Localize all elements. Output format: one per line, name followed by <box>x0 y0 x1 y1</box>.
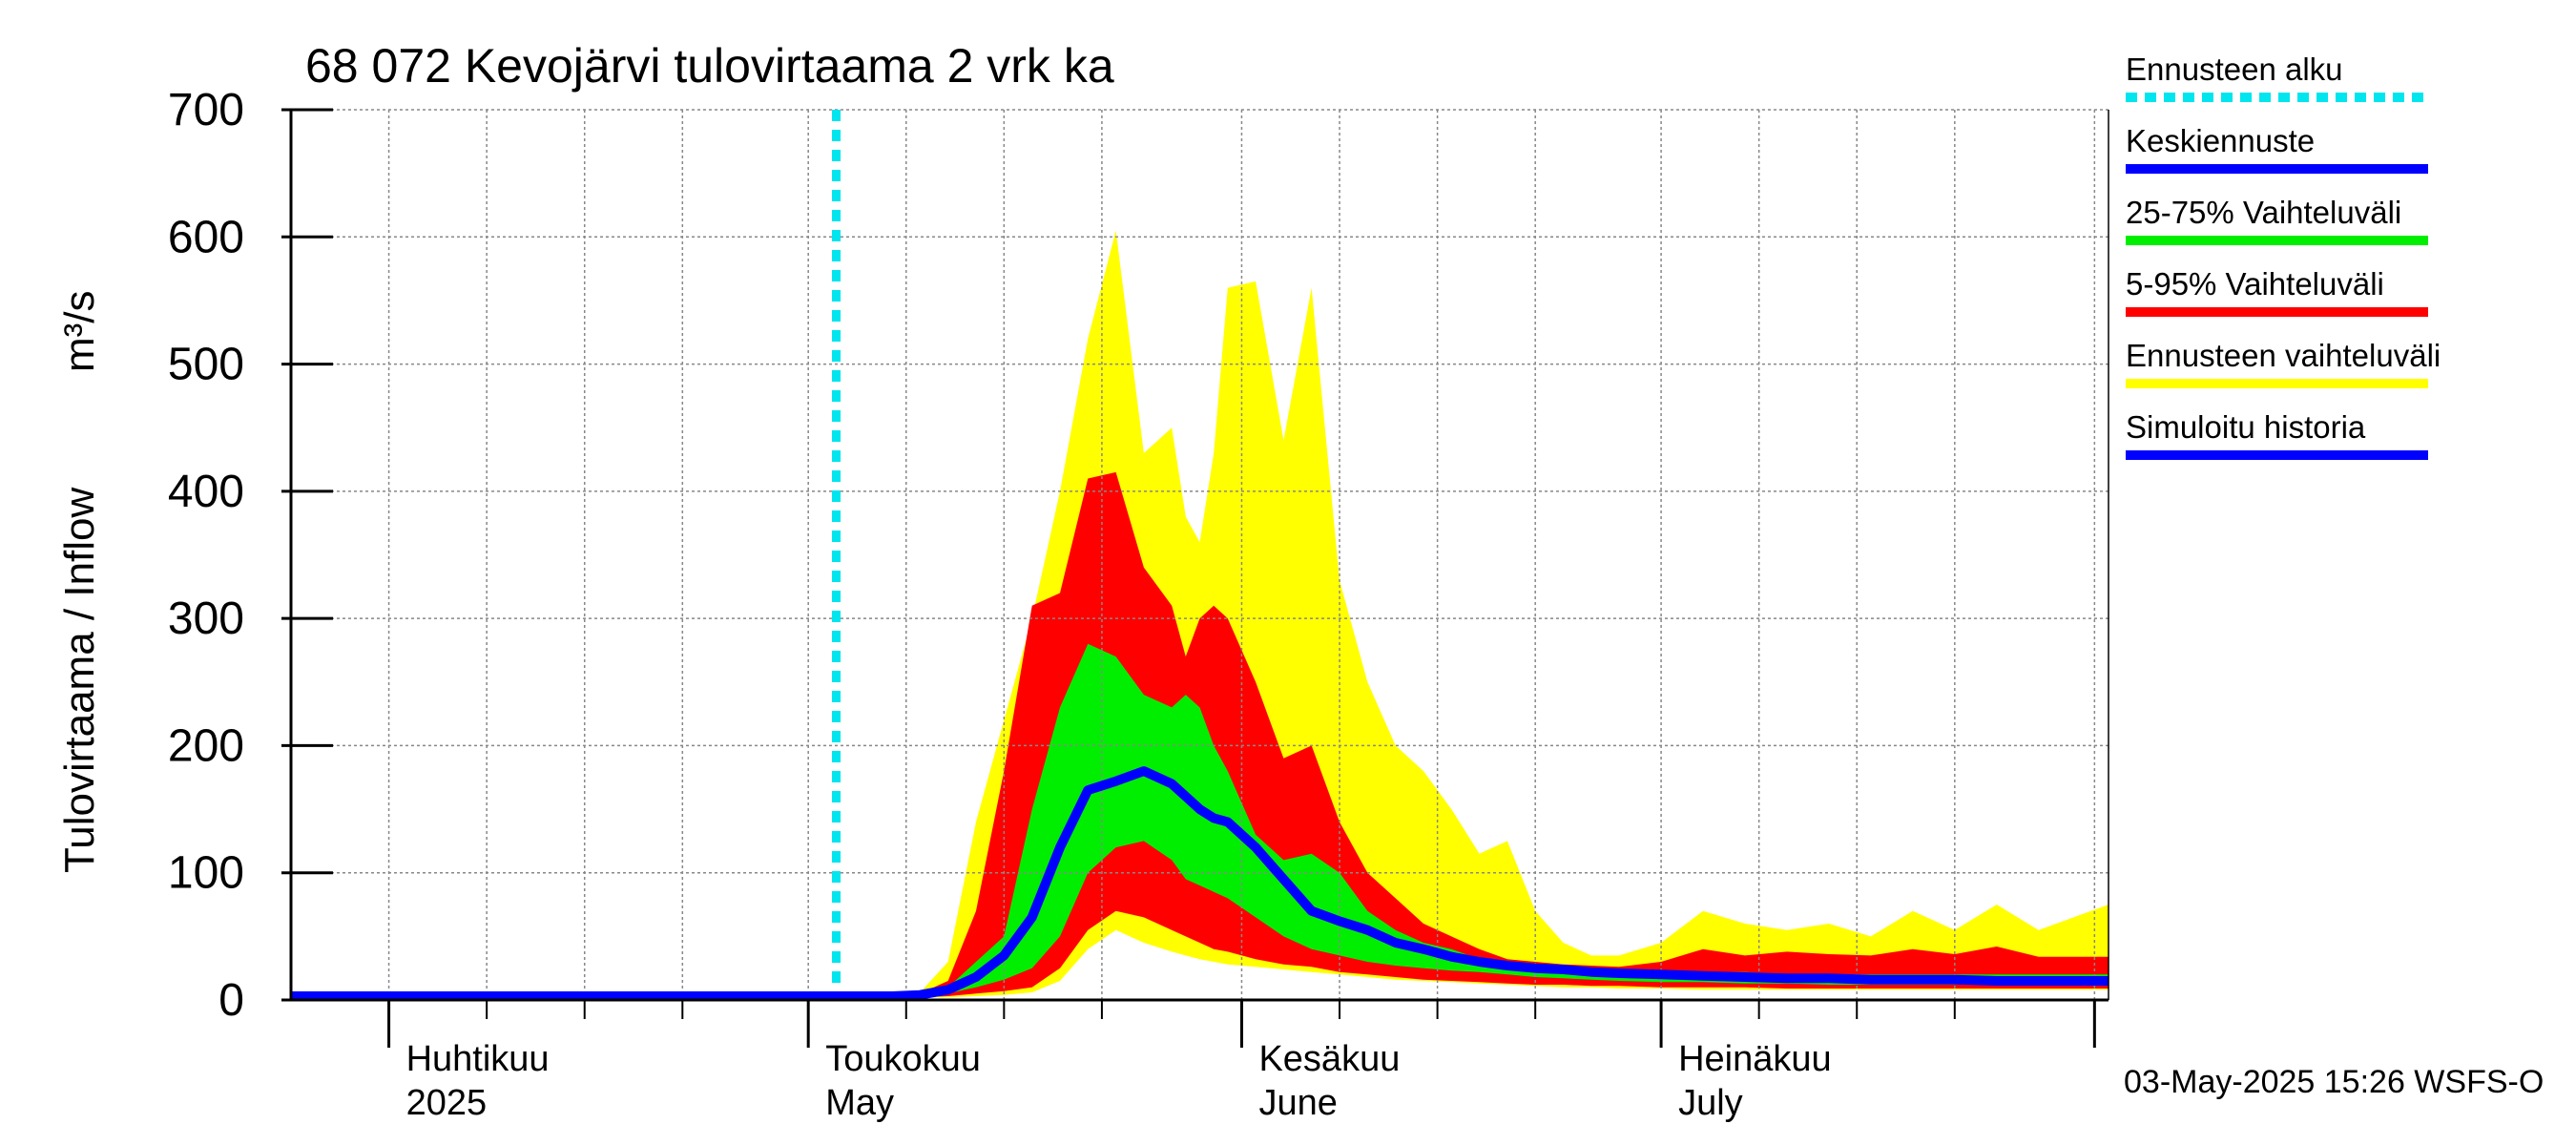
legend-label: 25-75% Vaihteluväli <box>2126 195 2401 230</box>
x-month-label-fi: Huhtikuu <box>406 1039 550 1079</box>
x-month-label-en: May <box>825 1083 894 1123</box>
band-25-75 <box>836 643 2109 996</box>
legend-label: Ennusteen alku <box>2126 52 2343 87</box>
y-tick-label: 600 <box>168 212 244 262</box>
y-tick-label: 200 <box>168 720 244 771</box>
y-tick-label: 500 <box>168 340 244 390</box>
x-month-label-fi: Toukokuu <box>825 1039 981 1079</box>
series-lines <box>291 110 2109 1001</box>
y-tick-label: 700 <box>168 85 244 135</box>
y-tick-label: 300 <box>168 593 244 644</box>
legend: Ennusteen alku Keskiennuste 25-75% Vaihtel… <box>2126 52 2441 460</box>
x-month-label-fi: Heinäkuu <box>1678 1039 1832 1079</box>
x-month-label-en: June <box>1258 1083 1337 1123</box>
y-tick-label: 100 <box>168 848 244 899</box>
y-axis-unit: m³/s <box>56 290 103 372</box>
legend-label: Keskiennuste <box>2126 123 2315 158</box>
forecast-bands <box>836 230 2109 998</box>
legend-label: Simuloitu historia <box>2126 409 2366 445</box>
x-month-label-en: 2025 <box>406 1083 488 1123</box>
y-tick-label: 0 <box>218 975 244 1026</box>
chart-title: 68 072 Kevojärvi tulovirtaama 2 vrk ka <box>305 39 1114 93</box>
y-axis-label: Tulovirtaama / Inflow <box>56 487 103 873</box>
legend-label: Ennusteen vaihteluväli <box>2126 338 2441 373</box>
x-month-label-en: July <box>1678 1083 1743 1123</box>
median-forecast-line <box>836 766 2109 1001</box>
legend-label: 5-95% Vaihteluväli <box>2126 266 2384 302</box>
band-5-95 <box>836 471 2109 998</box>
y-tick-label: 400 <box>168 467 244 517</box>
x-month-label-fi: Kesäkuu <box>1258 1039 1400 1079</box>
footer-timestamp: 03-May-2025 15:26 WSFS-O <box>2124 1064 2544 1100</box>
